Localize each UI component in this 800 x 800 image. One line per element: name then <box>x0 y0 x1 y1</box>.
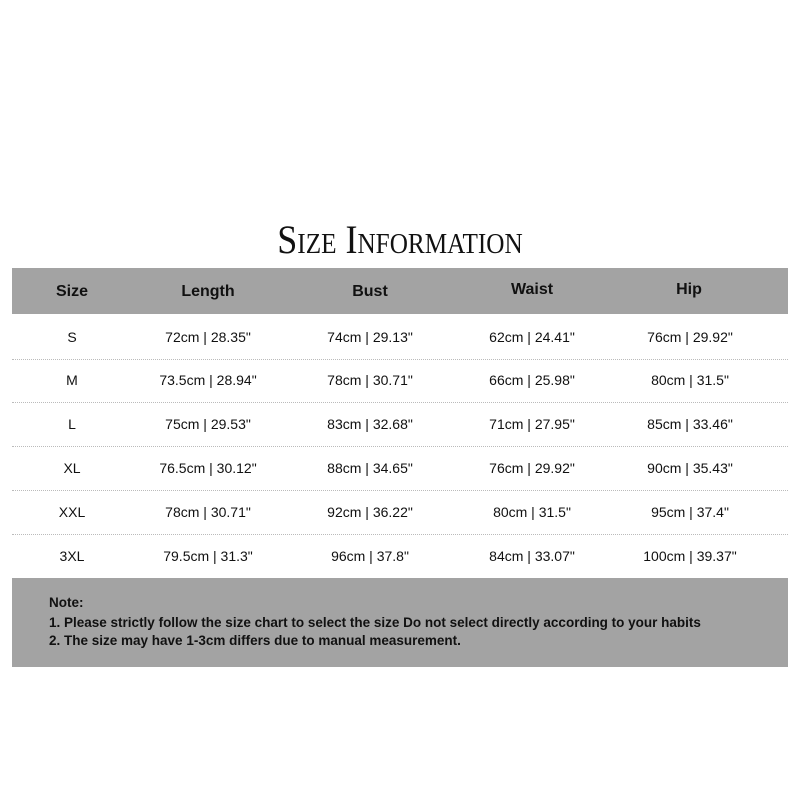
table-row: M 73.5cm | 28.94" 78cm | 30.71" 66cm | 25.9… <box>0 372 800 392</box>
measurement-cell: 73.5cm | 28.94" <box>159 372 257 388</box>
measurement-cell: 78cm | 30.71" <box>165 504 251 520</box>
row-divider <box>12 402 788 403</box>
table-row: XXL 78cm | 30.71" 92cm | 36.22" 80cm | 31.5… <box>0 504 800 524</box>
table-row: XL 76.5cm | 30.12" 88cm | 34.65" 76cm | 29.… <box>0 460 800 480</box>
measurement-cell: 71cm | 27.95" <box>489 416 575 432</box>
column-header-hip: Hip <box>676 281 702 298</box>
measurement-cell: 78cm | 30.71" <box>327 372 413 388</box>
table-row: 3XL 79.5cm | 31.3" 96cm | 37.8" 84cm | 33.0… <box>0 548 800 568</box>
row-divider <box>12 446 788 447</box>
measurement-cell: 80cm | 31.5" <box>651 372 729 388</box>
measurement-cell: 76cm | 29.92" <box>489 460 575 476</box>
measurement-cell: 76.5cm | 30.12" <box>159 460 257 476</box>
measurement-cell: 96cm | 37.8" <box>331 548 409 564</box>
column-header-bust: Bust <box>352 283 388 300</box>
measurement-cell: 92cm | 36.22" <box>327 504 413 520</box>
table-header: Size Length Bust Waist Hip <box>12 268 788 314</box>
note-line-2: 2. The size may have 1-3cm differs due t… <box>49 633 461 648</box>
size-cell: S <box>67 329 77 345</box>
measurement-cell: 74cm | 29.13" <box>327 329 413 345</box>
size-cell: M <box>66 372 78 388</box>
size-cell: 3XL <box>59 548 85 564</box>
table-row: S 72cm | 28.35" 74cm | 29.13" 62cm | 24.41"… <box>0 329 800 349</box>
measurement-cell: 80cm | 31.5" <box>493 504 571 520</box>
measurement-cell: 90cm | 35.43" <box>647 460 733 476</box>
row-divider <box>12 359 788 360</box>
column-header-size: Size <box>55 283 89 300</box>
measurement-cell: 76cm | 29.92" <box>647 329 733 345</box>
measurement-cell: 66cm | 25.98" <box>489 372 575 388</box>
note-line-1: 1. Please strictly follow the size chart… <box>49 615 701 630</box>
measurement-cell: 72cm | 28.35" <box>165 329 251 345</box>
note-heading: Note: <box>49 595 84 610</box>
note-box: Note: 1. Please strictly follow the size… <box>12 578 788 667</box>
table-row: L 75cm | 29.53" 83cm | 32.68" 71cm | 27.95"… <box>0 416 800 436</box>
row-divider <box>12 534 788 535</box>
measurement-cell: 88cm | 34.65" <box>327 460 413 476</box>
column-header-waist: Waist <box>510 281 554 298</box>
measurement-cell: 75cm | 29.53" <box>165 416 251 432</box>
page-title: Size Information <box>277 217 523 262</box>
size-cell: XL <box>63 460 81 476</box>
measurement-cell: 100cm | 39.37" <box>643 548 737 564</box>
measurement-cell: 62cm | 24.41" <box>489 329 575 345</box>
measurement-cell: 84cm | 33.07" <box>489 548 575 564</box>
column-header-length: Length <box>181 283 235 300</box>
size-cell: L <box>68 416 76 432</box>
measurement-cell: 83cm | 32.68" <box>327 416 413 432</box>
size-cell: XXL <box>58 504 86 520</box>
measurement-cell: 79.5cm | 31.3" <box>163 548 253 564</box>
measurement-cell: 85cm | 33.46" <box>647 416 733 432</box>
row-divider <box>12 490 788 491</box>
measurement-cell: 95cm | 37.4" <box>651 504 729 520</box>
